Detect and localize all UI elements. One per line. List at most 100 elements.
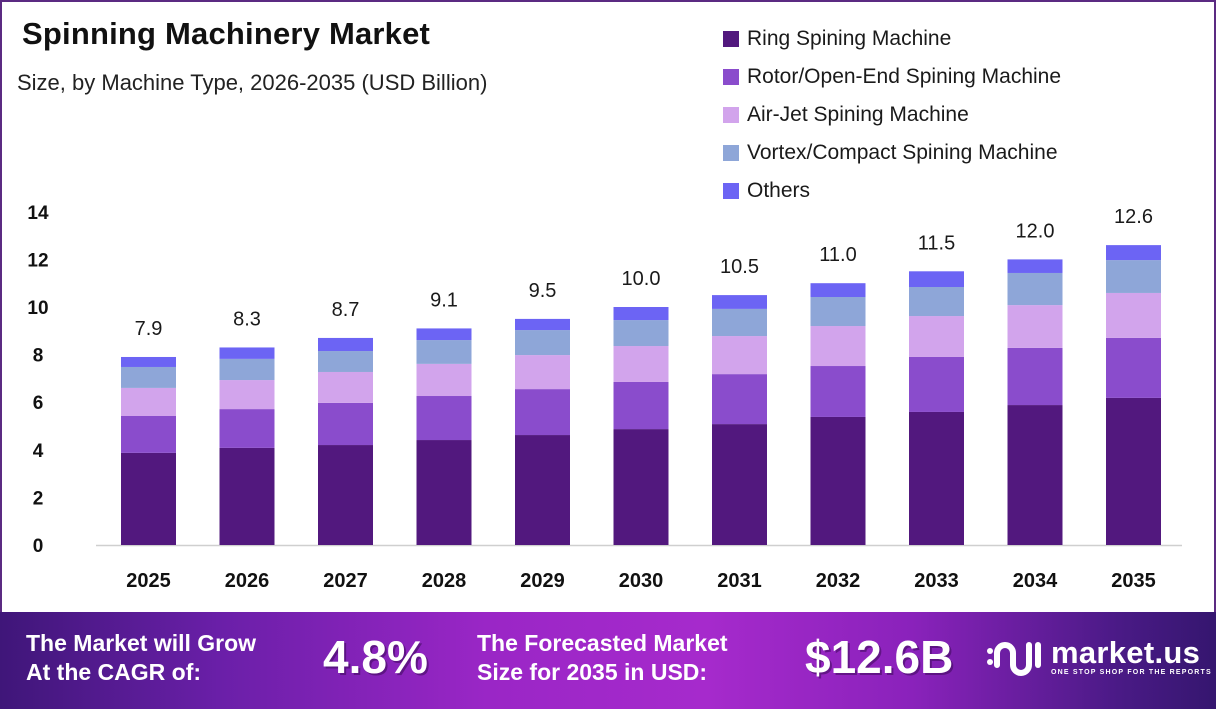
bar-segment-rotor-open-end-spining-machine (1106, 337, 1161, 398)
bar-segment-others (1106, 245, 1161, 261)
y-tick-label: 6 (33, 393, 44, 414)
bar-segment-others (810, 283, 866, 298)
bar-segment-rotor-open-end-spining-machine (1007, 347, 1063, 406)
bar-segment-air-jet-spining-machine (810, 326, 866, 367)
legend: Ring Spining Machine Rotor/Open-End Spin… (723, 20, 1061, 210)
bar-segment-air-jet-spining-machine (219, 380, 275, 410)
bar-segment-vortex-compact-spining-machine (909, 287, 964, 317)
bar-segment-vortex-compact-spining-machine (416, 340, 472, 364)
bar-segment-ring-spining-machine (1106, 397, 1161, 545)
bar-segment-vortex-compact-spining-machine (613, 320, 669, 347)
bar-segment-vortex-compact-spining-machine (712, 308, 767, 337)
bar-segment-vortex-compact-spining-machine (121, 366, 176, 388)
x-tick-label: 2030 (619, 570, 664, 592)
forecast-caption-line2: Size for 2035 in USD: (477, 659, 708, 685)
bar-total-label: 8.7 (332, 299, 360, 321)
bar-segment-others (416, 328, 472, 341)
bar-stack-2032 (810, 283, 866, 545)
bar-segment-vortex-compact-spining-machine (219, 358, 275, 381)
bar-segment-rotor-open-end-spining-machine (219, 409, 275, 448)
bar-segment-vortex-compact-spining-machine (1007, 272, 1063, 306)
bar-segment-rotor-open-end-spining-machine (121, 416, 176, 453)
y-tick-label: 10 (27, 298, 48, 319)
market-us-logo-icon (987, 642, 1041, 676)
bar-total-label: 9.5 (529, 280, 557, 302)
bar-stack-2026 (219, 347, 275, 545)
bar-segment-air-jet-spining-machine (318, 371, 373, 403)
x-tick-label: 2032 (816, 570, 861, 592)
bar-segment-others (219, 347, 275, 359)
chart-subtitle: Size, by Machine Type, 2026-2035 (USD Bi… (17, 70, 488, 95)
bar-total-label: 10.0 (622, 268, 661, 290)
bar-total-label: 12.6 (1114, 206, 1153, 228)
brand-logo: market.us ONE STOP SHOP FOR THE REPORTS (985, 635, 1212, 679)
x-tick-label: 2031 (717, 570, 762, 592)
y-tick-label: 8 (33, 346, 44, 367)
x-tick-label: 2025 (126, 570, 171, 592)
y-tick-label: 12 (27, 250, 48, 271)
bar-segment-ring-spining-machine (515, 435, 570, 545)
cagr-value: 4.8% (323, 631, 428, 683)
x-tick-label: 2034 (1013, 570, 1058, 592)
bar-total-label: 11.0 (819, 244, 856, 266)
y-tick-label: 14 (27, 203, 49, 224)
bar-segment-air-jet-spining-machine (712, 336, 767, 375)
bar-segment-vortex-compact-spining-machine (1106, 260, 1161, 293)
bar-stack-2028 (416, 328, 472, 545)
bar-total-labels: 7.9 8.3 8.7 9.1 9.5 10.0 10.5 11.0 11.5 12.0 12.6 (135, 206, 1153, 340)
bar-segment-rotor-open-end-spining-machine (810, 366, 866, 417)
bar-segment-vortex-compact-spining-machine (810, 297, 866, 327)
bar-segment-others (909, 271, 964, 288)
bars (121, 245, 1161, 545)
chart-frame (0, 0, 1216, 614)
forecast-caption-line1: The Forecasted Market (477, 630, 728, 656)
bar-segment-ring-spining-machine (613, 429, 669, 545)
brand-tagline: ONE STOP SHOP FOR THE REPORTS (1051, 669, 1212, 676)
x-axis-ticks: 2025 2026 2027 2028 2029 2030 2031 2032 2033 2034… (126, 570, 1156, 592)
legend-item-others: Others (723, 172, 1061, 210)
bar-segment-rotor-open-end-spining-machine (515, 389, 570, 436)
y-tick-label: 4 (33, 441, 44, 462)
bar-segment-vortex-compact-spining-machine (515, 330, 570, 356)
legend-label-vortex: Vortex/Compact Spining Machine (747, 141, 1058, 164)
cagr-caption-line2: At the CAGR of: (26, 659, 202, 685)
bar-total-label: 12.0 (1016, 220, 1055, 242)
bar-segment-air-jet-spining-machine (515, 355, 570, 390)
bar-segment-ring-spining-machine (1007, 405, 1063, 545)
bar-stack-2034 (1007, 259, 1063, 545)
bar-segment-air-jet-spining-machine (909, 316, 964, 357)
stacked-bar-chart: 0 2 4 6 8 10 12 14 7.9 8.3 8.7 9.1 9.5 10.0 10.5 11.0 1… (27, 203, 1182, 592)
cagr-caption-line1: The Market will Grow (26, 630, 257, 656)
bar-total-label: 7.9 (135, 318, 163, 340)
legend-item-vortex: Vortex/Compact Spining Machine (723, 134, 1061, 172)
bar-stack-2031 (712, 295, 767, 545)
bar-stack-2029 (515, 318, 570, 545)
legend-item-rotor: Rotor/Open-End Spining Machine (723, 58, 1061, 96)
bar-segment-vortex-compact-spining-machine (318, 351, 373, 372)
bar-segment-rotor-open-end-spining-machine (318, 402, 373, 446)
bar-total-label: 10.5 (720, 256, 759, 278)
legend-swatch-air-jet (723, 107, 739, 123)
x-tick-label: 2035 (1111, 570, 1156, 592)
legend-swatch-vortex (723, 145, 739, 161)
bar-segment-others (318, 337, 373, 352)
bar-segment-ring-spining-machine (318, 445, 373, 545)
bar-segment-ring-spining-machine (810, 416, 866, 545)
bar-segment-rotor-open-end-spining-machine (712, 374, 767, 425)
y-tick-label: 0 (33, 536, 44, 557)
x-tick-label: 2028 (422, 570, 467, 592)
bar-segment-others (613, 307, 669, 321)
x-tick-label: 2029 (520, 570, 565, 592)
x-tick-label: 2026 (225, 570, 270, 592)
legend-label-air-jet: Air-Jet Spining Machine (747, 103, 969, 126)
bar-segment-ring-spining-machine (219, 447, 275, 545)
bar-stack-2025 (121, 356, 176, 545)
bar-segment-others (712, 295, 767, 309)
bar-segment-air-jet-spining-machine (121, 387, 176, 417)
bar-total-label: 8.3 (233, 308, 261, 330)
bar-segment-air-jet-spining-machine (613, 346, 669, 382)
bar-segment-air-jet-spining-machine (416, 363, 472, 397)
x-tick-label: 2033 (914, 570, 959, 592)
legend-label-rotor: Rotor/Open-End Spining Machine (747, 65, 1062, 88)
bar-segment-ring-spining-machine (416, 440, 472, 545)
